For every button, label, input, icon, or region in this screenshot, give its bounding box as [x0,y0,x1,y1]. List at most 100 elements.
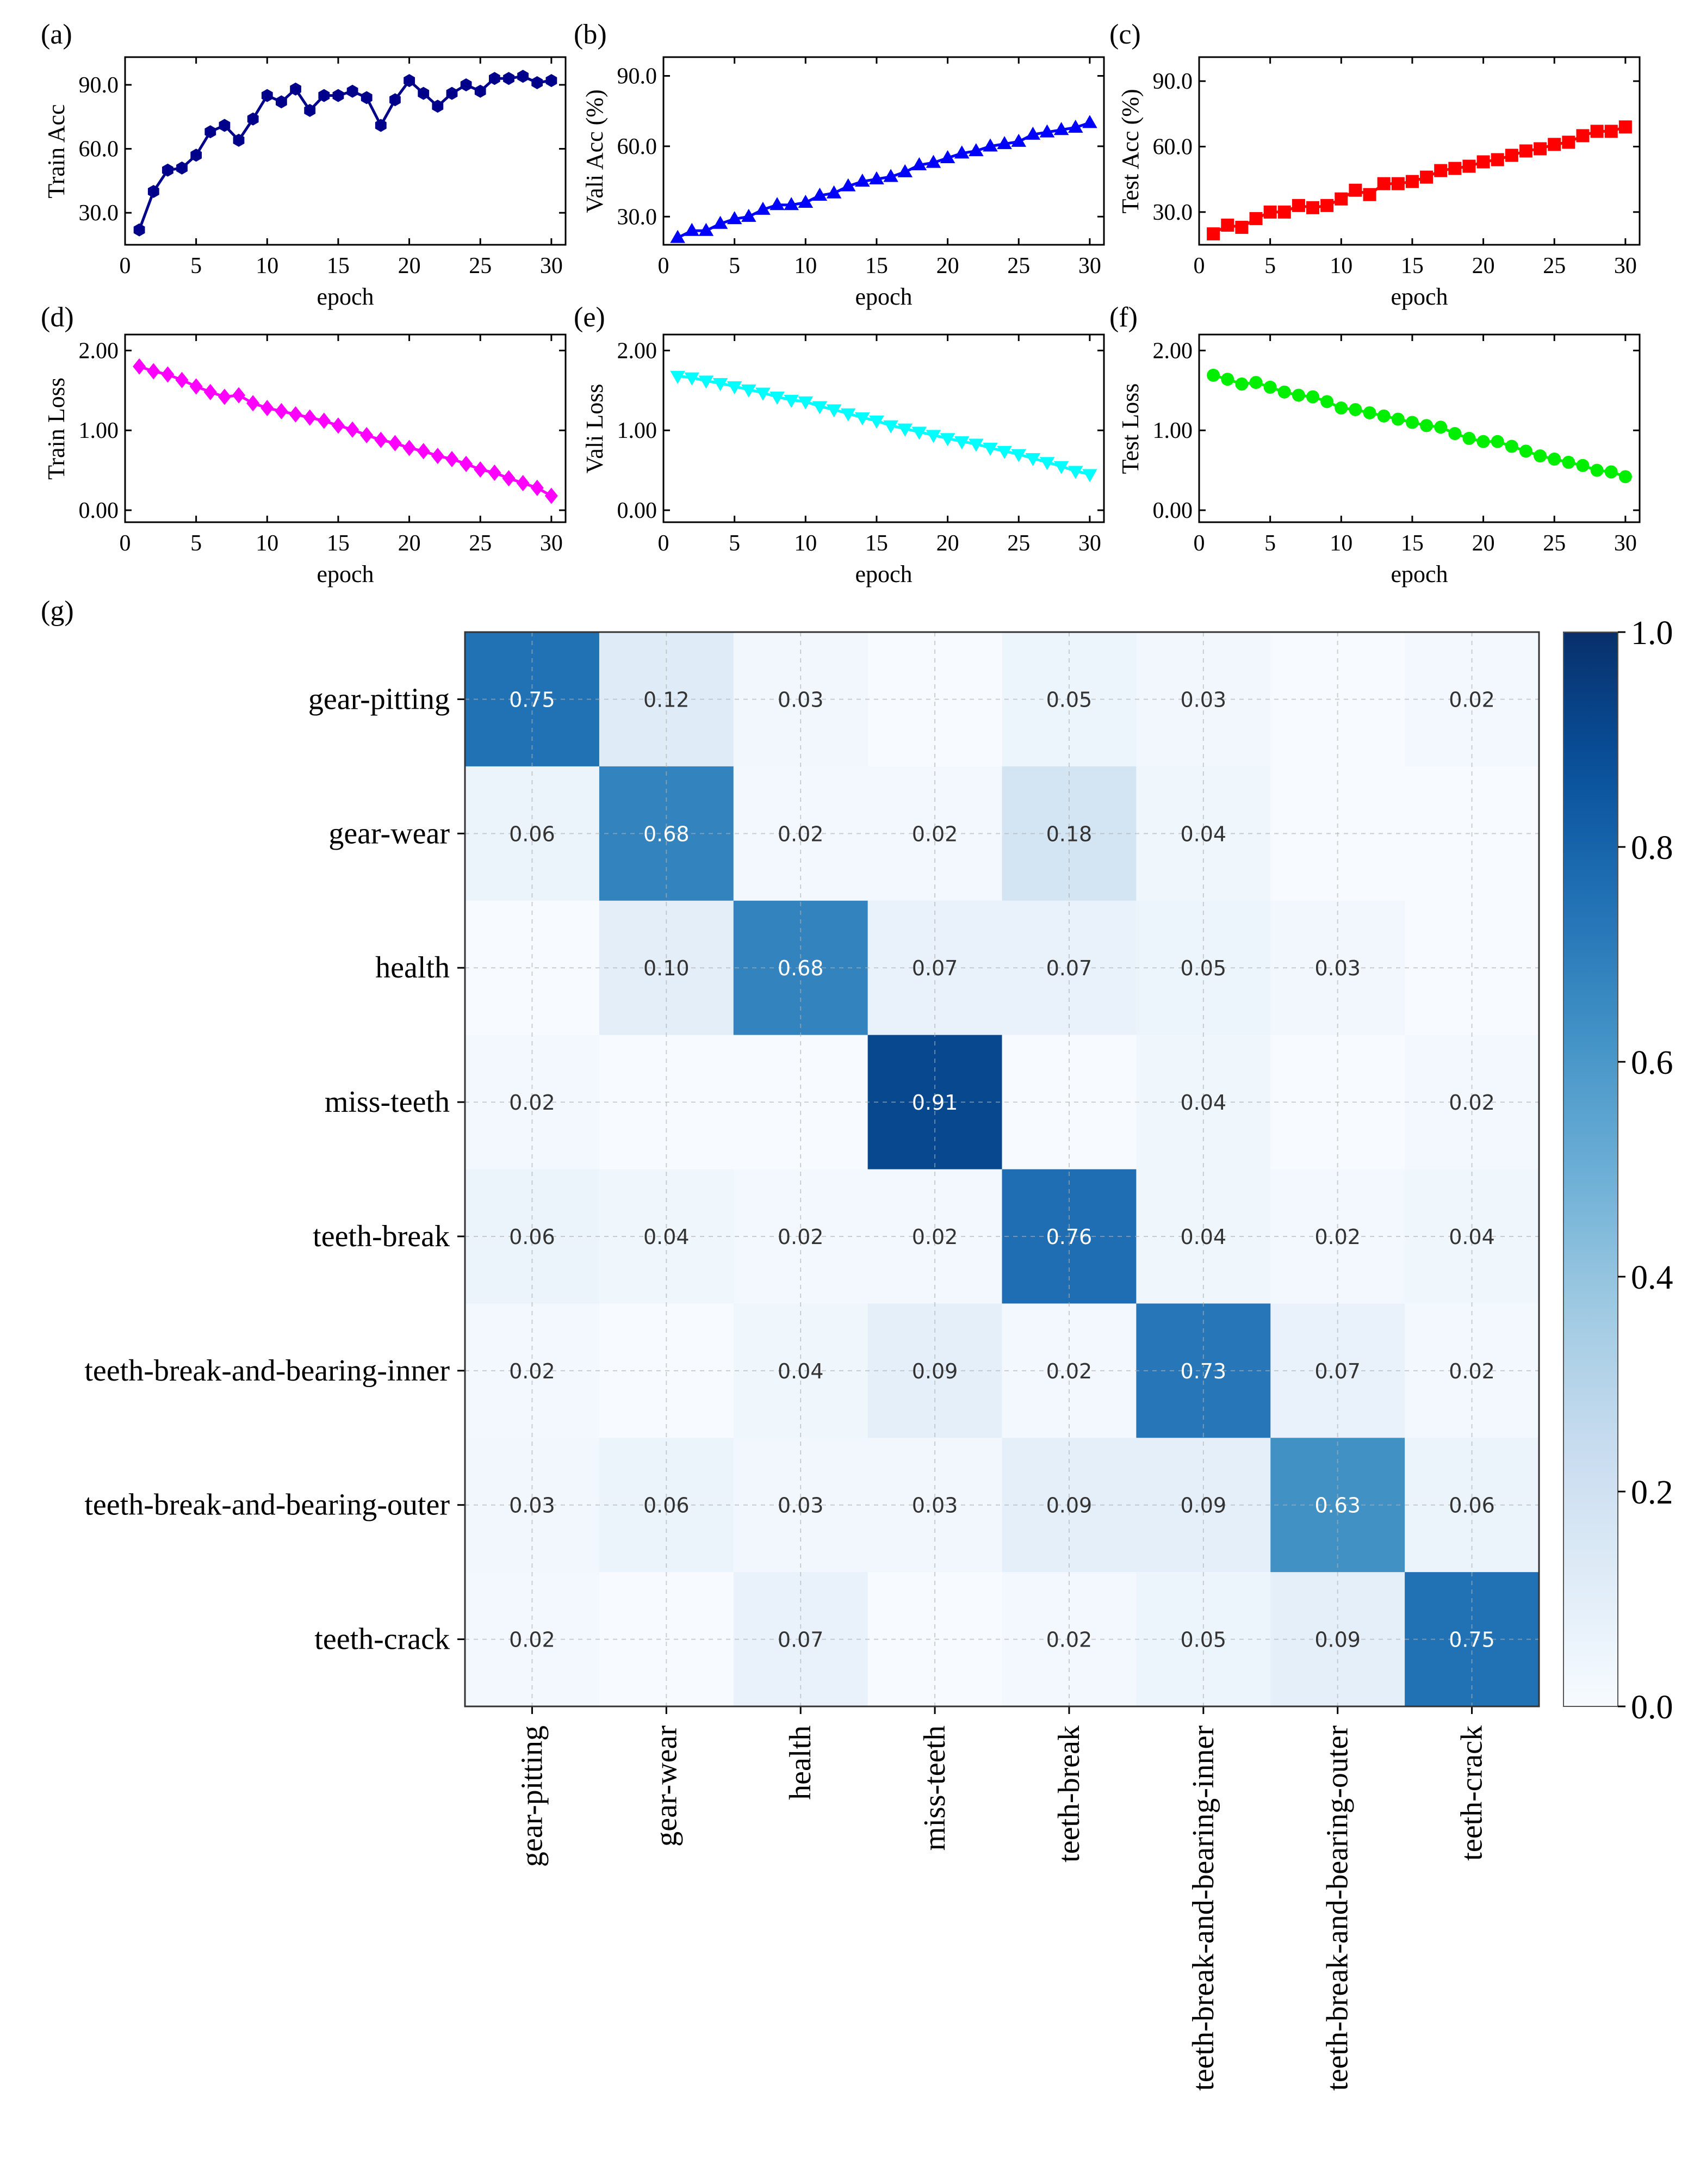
x-tick-label: 30 [540,531,563,556]
data-point [247,112,259,126]
data-point [1548,138,1561,151]
data-point [1068,119,1083,133]
y-tick-label: 90.0 [1153,69,1193,94]
data-point [1476,155,1490,169]
data-point [474,84,486,98]
data-point [1434,164,1448,177]
data-point [1335,401,1348,415]
data-point [1249,376,1263,389]
data-point [332,89,344,102]
data-point [1534,142,1547,156]
data-point [1576,129,1590,143]
data-point [1292,199,1305,212]
x-tick-label: 25 [1007,531,1030,556]
data-point [997,446,1012,459]
colorbar-tick-label: 0.8 [1631,830,1673,867]
heatmap-column-labels: gear-pitting gear-wear health miss-teeth tee… [515,1706,1489,2091]
data-point [446,86,458,100]
data-point [698,375,714,389]
panel-a-train-acc: (a) Train Acc epoch 0 5 10 15 20 25 30 30.0 60.0… [41,19,567,310]
data-point [1068,466,1083,479]
data-point [1277,385,1291,399]
row-label: gear-pitting [308,682,450,716]
data-point [1363,406,1376,419]
data-point [1420,419,1434,432]
data-point [1011,133,1027,147]
data-point [869,415,884,429]
column-label: miss-teeth [918,1725,952,1851]
data-point [545,74,557,88]
panel-label-e: (e) [574,302,605,333]
data-point [232,387,246,404]
x-tick-label: 20 [398,531,421,556]
data-point [1082,115,1097,128]
data-point [784,197,799,211]
data-point [374,431,388,448]
data-point [304,104,316,117]
data-point [360,426,374,443]
row-label: teeth-break-and-bearing-inner [84,1354,450,1388]
cell-value: 0.03 [778,688,824,711]
data-point [755,387,771,401]
x-tick-label: 0 [1194,253,1205,279]
data-point [361,91,373,104]
data-point [190,149,202,162]
x-tick-label: 10 [794,253,817,279]
x-tick-label: 0 [1194,531,1205,556]
y-axis-label: Train Acc [43,104,70,198]
colorbar-tick-label: 1.0 [1631,615,1673,652]
data-point [432,100,444,113]
data-point [684,372,700,386]
x-tick-label: 15 [327,531,350,556]
data-point [246,395,260,412]
data-point [530,479,544,496]
data-point [1207,227,1220,240]
cell-value: 0.07 [1046,956,1093,980]
data-point [289,406,302,423]
data-point [684,222,700,236]
heatmap-cell [465,1572,600,1707]
cell-value: 0.06 [509,822,555,846]
x-tick-label: 15 [1401,253,1424,279]
data-series [1207,368,1632,484]
plot-frame [124,333,567,523]
cell-value: 0.02 [509,1628,555,1652]
cell-value: 0.03 [912,1494,958,1518]
data-point [1011,449,1027,462]
panel-label-b: (b) [574,19,607,50]
colorbar-tick-label: 0.6 [1631,1044,1673,1081]
data-point [1349,403,1362,416]
cell-value: 0.10 [643,956,690,980]
x-tick-label: 15 [865,253,888,279]
data-point [189,378,203,395]
panel-label-c: (c) [1109,19,1141,50]
data-point [670,370,685,384]
data-series [670,370,1097,482]
column-label: teeth-break-and-bearing-outer [1321,1725,1355,2091]
column-label: teeth-break [1052,1725,1086,1863]
x-axis-label: epoch [1391,561,1448,587]
x-tick-label: 25 [469,253,492,279]
data-point [1053,461,1069,474]
data-point [1292,388,1305,402]
data-point [798,194,814,208]
data-point [488,464,501,481]
data-point [233,133,245,147]
x-tick-label: 0 [120,253,131,279]
panel-e-vali-loss: (e) Vali Loss epoch 0 5 10 15 20 25 30 0.00 1.00… [574,302,1105,587]
data-point [1320,395,1334,409]
y-tick-label: 60.0 [79,137,119,162]
data-point [741,208,756,222]
plot-frame [1198,56,1641,246]
data-point [1604,125,1618,138]
x-tick-label: 5 [190,253,202,279]
data-point [147,185,159,198]
cell-value: 0.02 [778,1225,824,1249]
heatmap-cells [465,632,1540,1707]
data-point [727,211,742,225]
data-point [1491,435,1504,448]
series-line [677,374,1090,476]
cell-value: 0.04 [1181,822,1227,846]
cell-value: 0.06 [1449,1494,1495,1518]
panel-label-d: (d) [41,302,74,333]
